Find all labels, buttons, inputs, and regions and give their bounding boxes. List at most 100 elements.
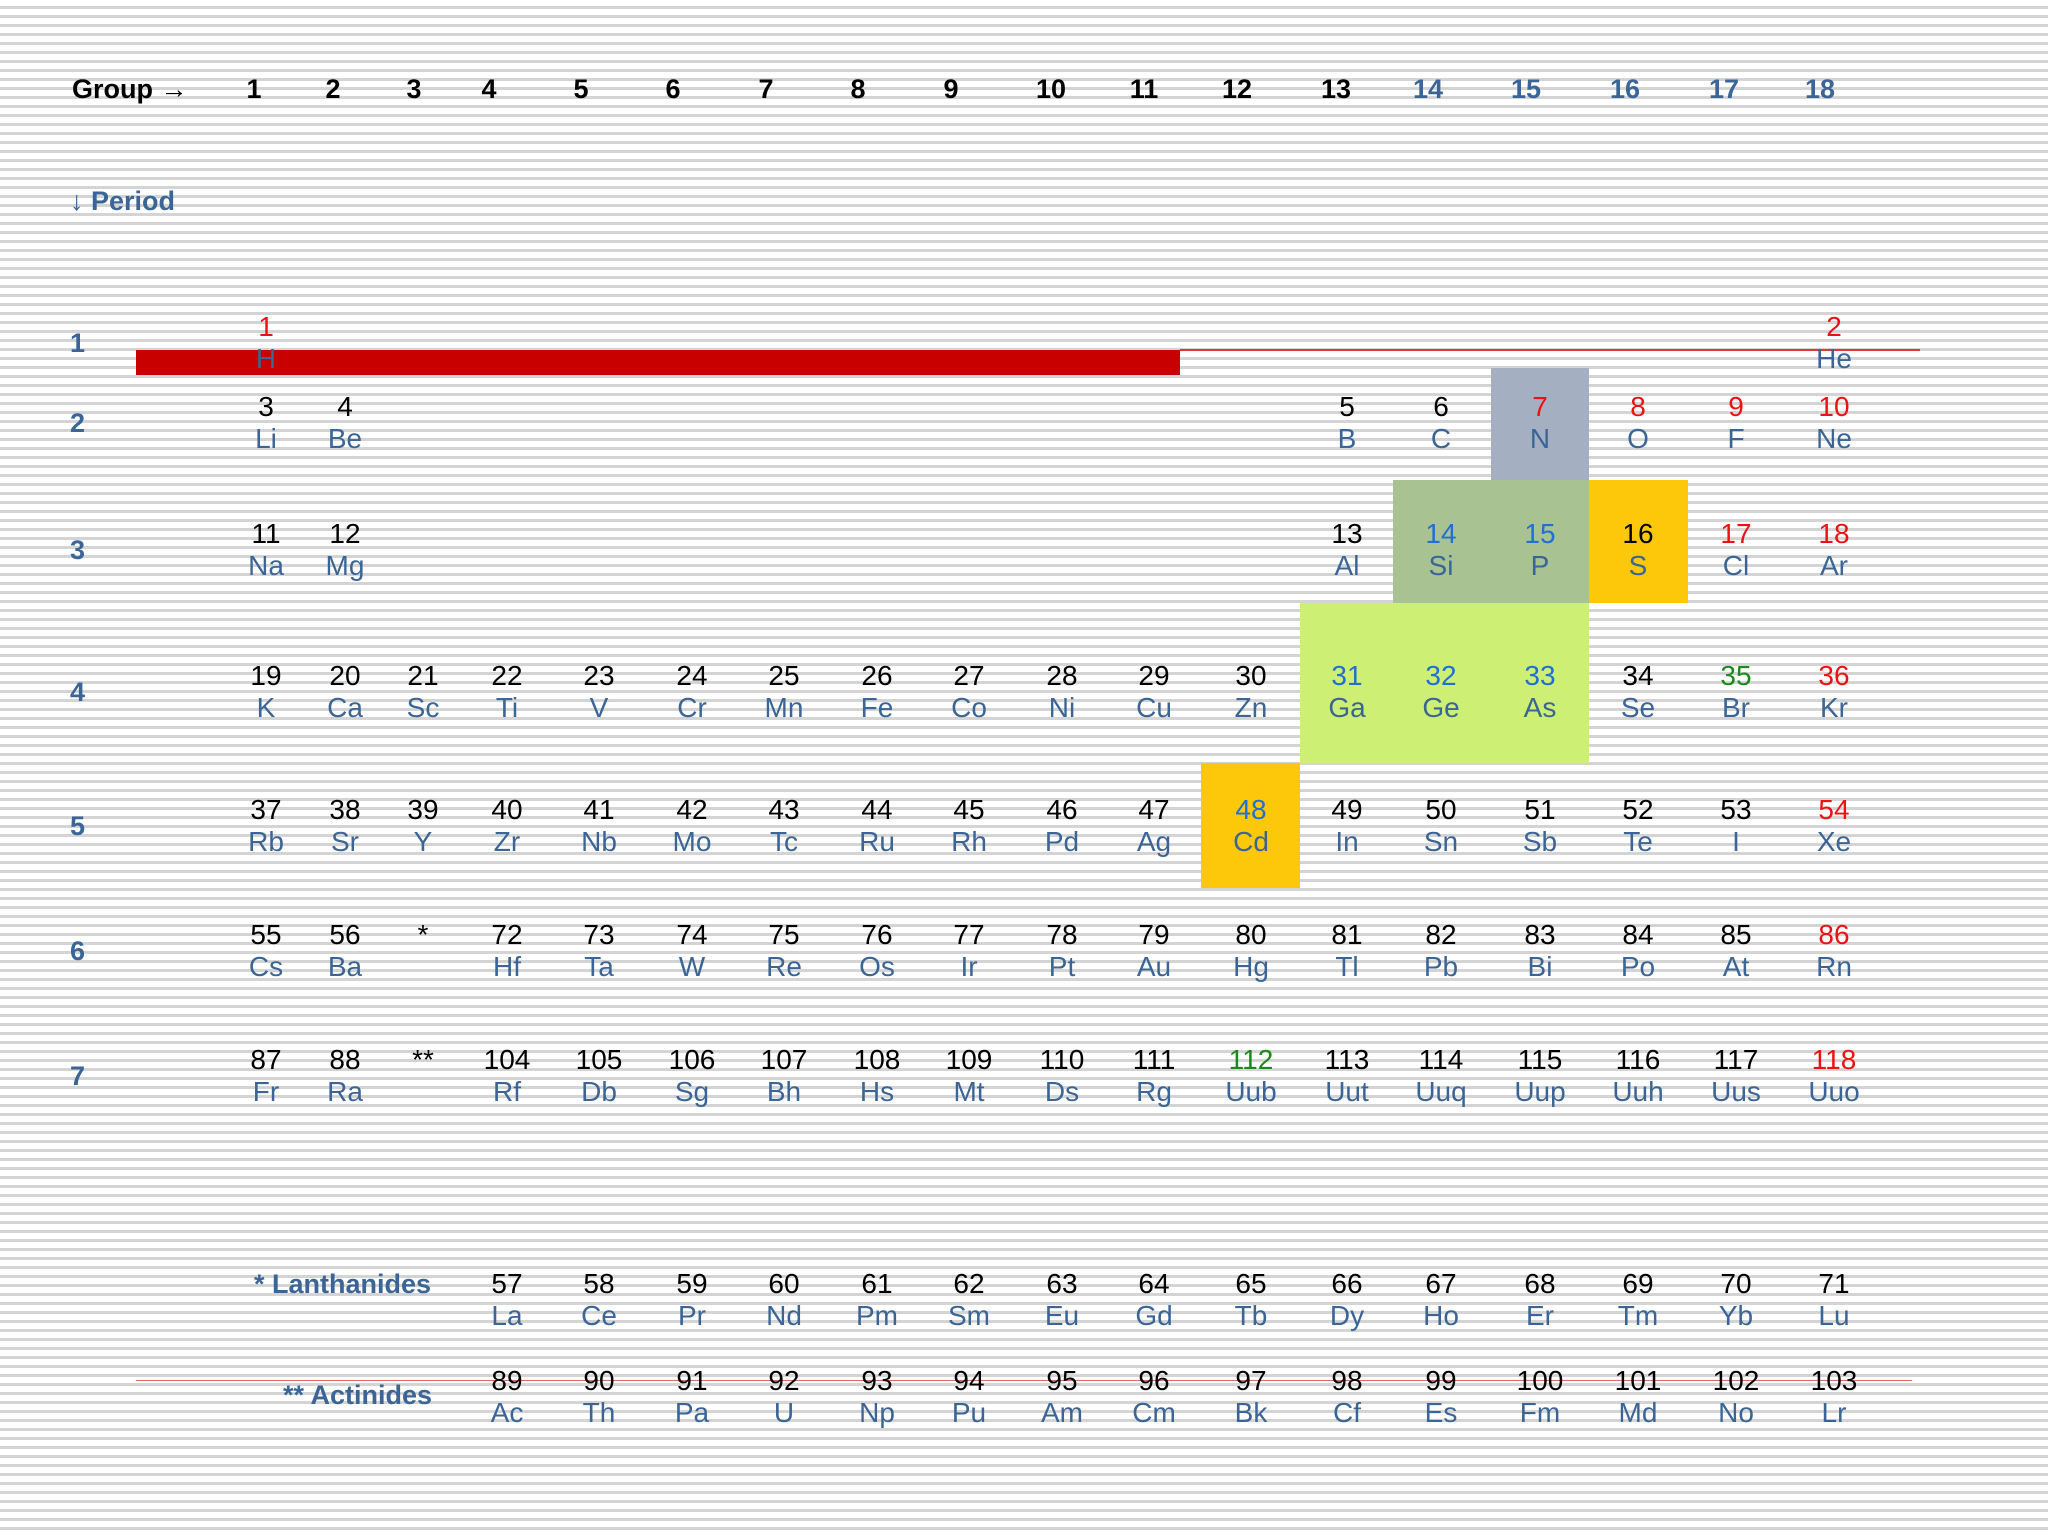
atomic-number: 90: [583, 1365, 615, 1396]
element-symbol: Tb: [1234, 1299, 1268, 1331]
element-cell: 112 Uub: [1205, 1044, 1297, 1108]
element-symbol: K: [256, 691, 276, 723]
atomic-number: 42: [676, 793, 708, 825]
element-cell: 3 Li: [220, 391, 312, 455]
period-number: 5: [70, 810, 86, 841]
highlight-s: [1589, 480, 1688, 603]
element-symbol: Po: [1620, 950, 1656, 982]
element-cell: 24 Cr: [646, 660, 738, 724]
element-cell: 92 U: [738, 1365, 830, 1429]
element-symbol: Uuq: [1415, 1075, 1467, 1107]
atomic-number: 34: [1622, 659, 1654, 691]
atomic-number: 95: [1046, 1365, 1078, 1396]
period-number: 2: [70, 407, 86, 438]
group-number: 8: [850, 74, 866, 104]
element-cell: 93 Np: [831, 1365, 923, 1429]
actinides-rule: [136, 1380, 1912, 1381]
element-cell: 76 Os: [831, 919, 923, 983]
element-symbol: Ca: [327, 691, 363, 723]
highlight-ge: [1393, 603, 1491, 763]
element-symbol: Sg: [674, 1075, 710, 1107]
element-symbol: Xe: [1816, 825, 1852, 857]
element-cell: 118 Uuo: [1788, 1044, 1880, 1108]
atomic-number: 43: [768, 793, 800, 825]
element-symbol: Zn: [1234, 691, 1268, 723]
element-symbol: F: [1727, 422, 1745, 454]
element-symbol: Cm: [1132, 1397, 1176, 1428]
element-cell: 20 Ca: [299, 660, 391, 724]
element-cell: 12 Mg: [299, 518, 391, 582]
element-symbol: Ni: [1048, 691, 1076, 723]
element-symbol: Al: [1334, 549, 1360, 581]
atomic-number: 88: [329, 1043, 361, 1075]
element-cell: 56 Ba: [299, 919, 391, 983]
atomic-number: 102: [1712, 1365, 1760, 1396]
element-cell: 48 Cd: [1205, 794, 1297, 858]
group-number: 7: [758, 74, 774, 104]
atomic-number: 101: [1614, 1365, 1662, 1396]
element-cell: 51 Sb: [1494, 794, 1586, 858]
element-cell: 14 Si: [1395, 518, 1487, 582]
element-symbol: Ga: [1328, 691, 1366, 723]
element-symbol: Rg: [1136, 1075, 1172, 1107]
atomic-number: 100: [1516, 1365, 1564, 1396]
element-symbol: Na: [248, 549, 284, 581]
atomic-number: 13: [1331, 517, 1363, 549]
element-symbol: Ar: [1820, 549, 1848, 581]
element-symbol: Au: [1136, 950, 1172, 982]
element-cell: 16 S: [1592, 518, 1684, 582]
element-symbol: Zr: [493, 825, 521, 857]
group-number: 17: [1708, 74, 1740, 104]
element-symbol: Si: [1428, 549, 1454, 581]
atomic-number: 60: [768, 1267, 800, 1299]
element-cell: 106 Sg: [646, 1044, 738, 1108]
element-cell: 17 Cl: [1690, 518, 1782, 582]
element-symbol: Be: [327, 422, 363, 454]
atomic-number: 17: [1720, 517, 1752, 549]
atomic-number: 114: [1418, 1043, 1464, 1075]
element-symbol: Ba: [327, 950, 363, 982]
period-number: 1: [70, 327, 86, 358]
atomic-number: 30: [1235, 659, 1267, 691]
actinides-label: ** Actinides: [283, 1380, 433, 1410]
atomic-number: 91: [676, 1365, 708, 1396]
element-symbol: Co: [951, 691, 987, 723]
element-cell: 68 Er: [1494, 1268, 1586, 1332]
element-symbol: U: [773, 1397, 795, 1428]
period-axis-label: ↓ Period: [70, 186, 176, 216]
atomic-number: 97: [1235, 1365, 1267, 1396]
atomic-number: 82: [1425, 918, 1457, 950]
element-symbol: Br: [1722, 691, 1750, 723]
element-symbol: Cs: [248, 950, 284, 982]
element-symbol: Uub: [1225, 1075, 1277, 1107]
atomic-number: 35: [1720, 659, 1752, 691]
atomic-number: 68: [1524, 1267, 1556, 1299]
group-number: 12: [1221, 74, 1253, 104]
element-cell: 66 Dy: [1301, 1268, 1393, 1332]
element-symbol: Sb: [1522, 825, 1558, 857]
element-cell: 71 Lu: [1788, 1268, 1880, 1332]
element-cell: 104 Rf: [461, 1044, 553, 1108]
element-symbol: Pt: [1048, 950, 1076, 982]
element-cell: 98 Cf: [1301, 1365, 1393, 1429]
atomic-number: 21: [407, 659, 439, 691]
element-symbol: Pb: [1423, 950, 1459, 982]
atomic-number: 23: [583, 659, 615, 691]
element-cell: 18 Ar: [1788, 518, 1880, 582]
atomic-number: 8: [1630, 390, 1646, 422]
element-cell: 42 Mo: [646, 794, 738, 858]
element-symbol: Pa: [674, 1397, 710, 1428]
atomic-number: 16: [1622, 517, 1654, 549]
atomic-number: 85: [1720, 918, 1752, 950]
element-cell: 30 Zn: [1205, 660, 1297, 724]
atomic-number: 104: [483, 1043, 531, 1075]
element-cell: 50 Sn: [1395, 794, 1487, 858]
element-symbol: No: [1718, 1397, 1754, 1428]
atomic-number: 78: [1046, 918, 1078, 950]
element-cell: 37 Rb: [220, 794, 312, 858]
atomic-number: 40: [491, 793, 523, 825]
atomic-number: 50: [1425, 793, 1457, 825]
element-cell: *: [377, 919, 469, 951]
